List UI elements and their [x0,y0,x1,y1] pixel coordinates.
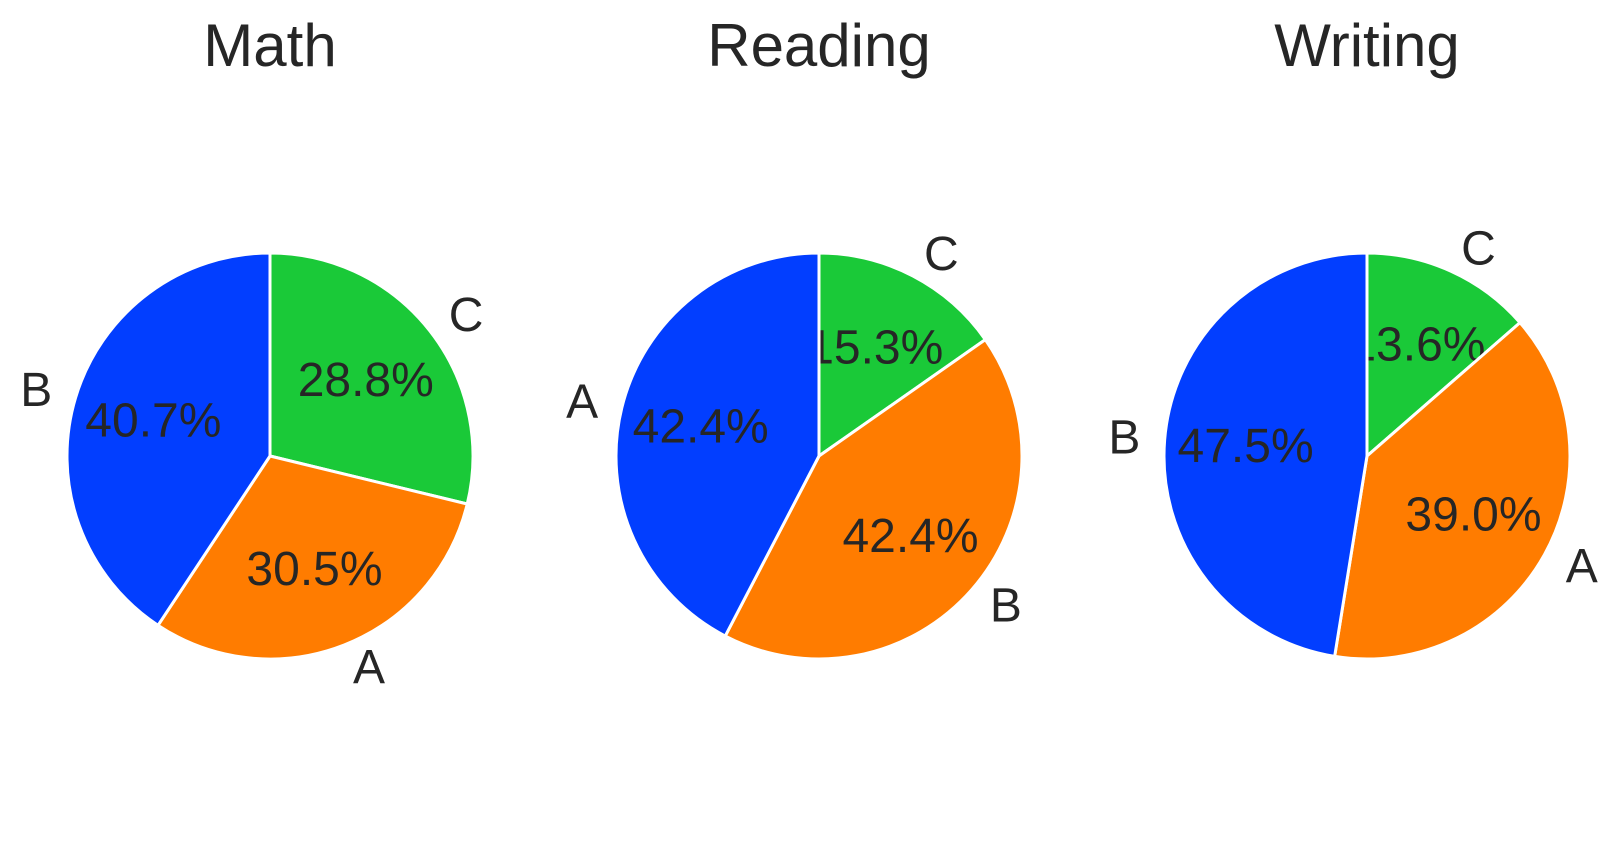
pie-percent-label-reading-b: 42.4% [842,510,978,563]
pie-category-label-reading-c: C [924,228,959,281]
pie-math: 28.8% C 30.5% A 40.7% B [20,251,484,694]
pie-slice-math-c [268,251,475,506]
pie-slice-reading-a [614,251,821,638]
pie-category-label-reading-b: B [990,579,1022,632]
pie-percent-label-math-a: 30.5% [246,543,382,596]
pie-percent-label-math-b: 40.7% [85,394,221,447]
pie-category-label-math-c: C [449,289,484,342]
pie-panel-reading: Reading 15.3%C42.4%B42.4%A [566,12,1024,661]
pie-slice-writing-b [1162,251,1369,658]
pie-percent-label-writing-b: 47.5% [1178,420,1314,473]
pie-percent-label-reading-a: 42.4% [633,401,769,454]
pie-slice-math-b [65,251,272,627]
pie-category-label-math-b: B [20,364,52,417]
pie-reading: 15.3%C42.4%B42.4%A [566,228,1024,661]
pie-slice-writing-a [1333,321,1572,661]
pie-percent-label-math-c: 28.8% [298,354,434,407]
pie-title-reading: Reading [707,12,931,79]
pie-category-label-writing-c: C [1461,223,1496,276]
pie-title-math: Math [203,12,336,79]
pie-panel-math: Math 28.8% C 30.5% A 40.7% B [20,12,483,694]
pie-writing: 13.6% C 39.0% A 47.5% B [1108,223,1598,661]
pie-title-writing: Writing [1274,12,1460,79]
pie-category-label-writing-b: B [1108,411,1140,464]
pie-slice-reading-c [817,251,987,458]
pie-slice-reading-b [723,338,1024,661]
pie-percent-label-reading-c: 15.3% [807,321,943,374]
pie-category-label-reading-a: A [566,375,598,428]
pie-percent-label-writing-a: 39.0% [1405,489,1541,542]
pie-category-label-math-a: A [353,641,385,694]
pie-panel-writing: Writing 13.6% C 39.0% A 47.5% B [1108,12,1598,661]
pie-percent-label-writing-c: 13.6% [1349,319,1485,372]
pie-slice-writing-c [1365,251,1522,458]
pie-slice-math-a [156,454,469,661]
pie-category-label-writing-a: A [1566,540,1598,593]
